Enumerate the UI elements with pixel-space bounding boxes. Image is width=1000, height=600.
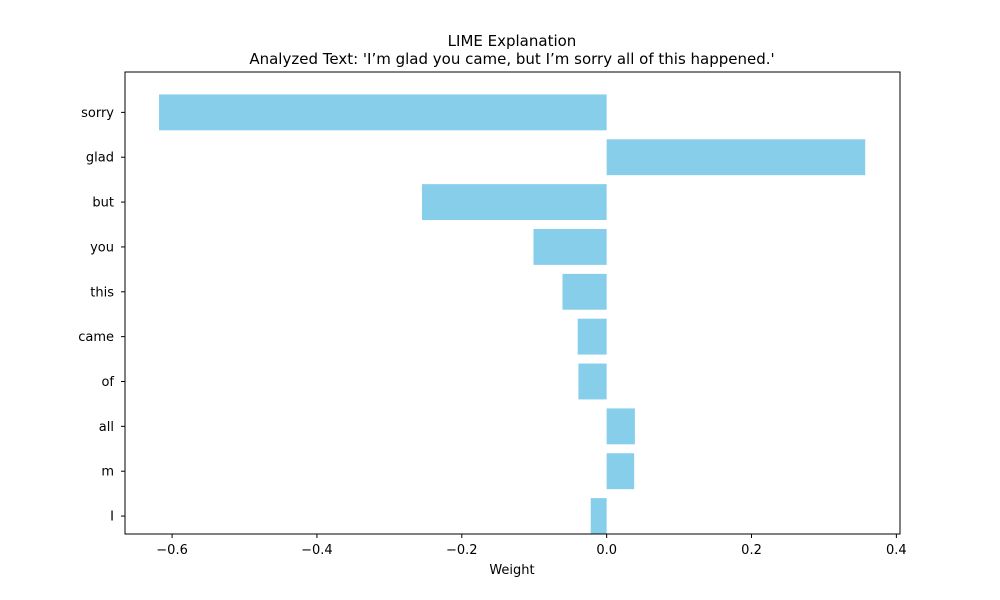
x-tick-label: 0.0 [596,543,617,558]
y-tick-label: glad [86,151,114,166]
x-tick-label: −0.6 [156,543,188,558]
bar-sorry [159,94,607,131]
x-tick-label: 0.4 [886,543,907,558]
plot-frame [124,71,901,535]
chart-subtitle: Analyzed Text: 'I’m glad you came, but I… [249,50,774,68]
y-tick-label: you [90,240,114,255]
y-tick-label: sorry [81,106,114,121]
y-tick-label: m [101,465,114,480]
x-axis-ticks: −0.6 −0.4 −0.2 0.0 0.2 0.4 [156,534,907,558]
y-tick-label: all [99,420,114,435]
x-tick-label: −0.2 [446,543,478,558]
y-tick-label: I [110,510,114,525]
bar-all [606,408,635,445]
bar-of [578,363,607,400]
y-tick-label: came [78,330,114,345]
bar-this [562,273,607,310]
bar-m [606,453,635,490]
bar-glad [606,139,866,176]
bars-group [159,94,866,534]
bar-but [421,184,607,221]
bar-came [577,318,607,355]
bar-you [533,228,607,265]
x-axis-label: Weight [489,563,534,578]
y-tick-label: this [90,285,114,300]
y-axis-ticks: sorry glad but you this came of all m I [78,106,125,525]
y-tick-label: of [101,375,114,390]
bar-I [590,498,607,534]
x-tick-label: 0.2 [741,543,762,558]
x-tick-label: −0.4 [301,543,333,558]
chart-title: LIME Explanation [448,32,577,50]
y-tick-label: but [92,196,114,211]
